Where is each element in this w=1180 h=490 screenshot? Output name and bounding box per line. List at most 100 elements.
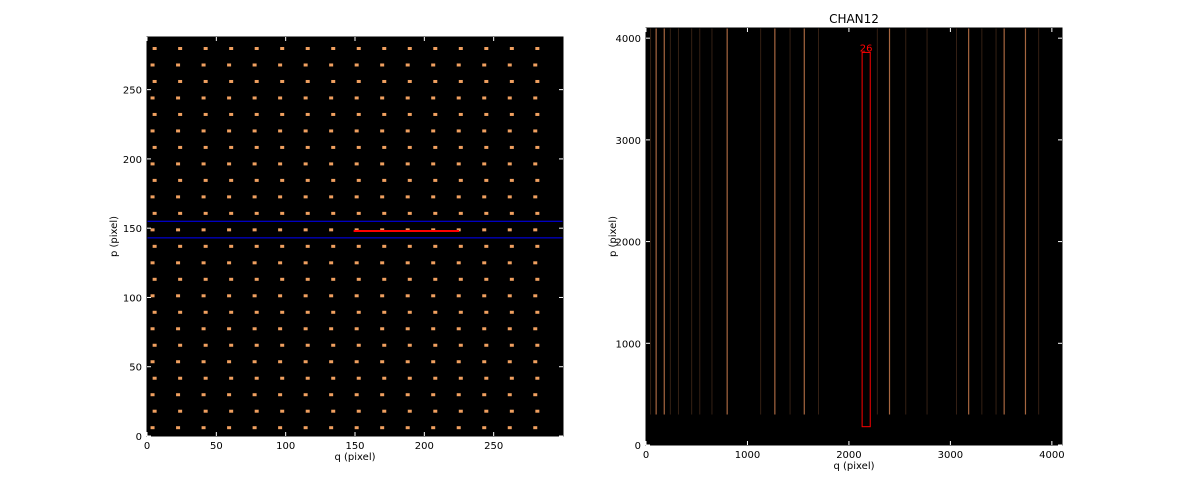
spot [484,376,489,380]
spot [535,211,540,215]
spot [227,195,232,199]
spot [176,327,181,331]
spot [329,195,334,199]
spot [229,46,234,50]
spot [484,79,489,83]
spot [407,343,412,347]
spot [482,195,487,199]
spot [152,46,157,50]
spot [227,360,232,364]
spot [280,112,285,116]
spot [280,343,285,347]
spot [252,294,257,298]
spot [254,46,259,50]
spot [380,195,385,199]
spot [507,327,512,331]
spot [533,426,538,430]
spot [227,327,232,331]
y-tick-label: 200 [123,155,142,166]
spot [433,46,438,50]
spot [280,376,285,380]
spot [252,393,257,397]
spot [329,294,334,298]
spot [535,112,540,116]
spot [382,343,387,347]
spot [458,112,463,116]
x-tick-label: 0 [643,450,649,461]
spot [456,129,461,133]
spot [431,228,436,232]
spot [509,112,514,116]
spot-group [150,46,540,430]
spot [203,310,208,314]
spot [152,376,157,380]
spot [227,294,232,298]
spot [176,162,181,166]
spot [380,393,385,397]
spot [303,294,308,298]
spot [533,129,538,133]
spot [482,162,487,166]
spot [509,343,514,347]
spot [407,145,412,149]
spot [303,63,308,67]
spot [150,294,155,298]
spot [458,376,463,380]
spot [176,129,181,133]
spot [178,112,183,116]
spot [329,426,334,430]
spot [150,162,155,166]
spot [380,228,385,232]
spot [407,211,412,215]
spot [176,294,181,298]
spot [380,360,385,364]
spot [305,178,310,182]
spot [433,112,438,116]
spot [458,277,463,281]
spot [405,393,410,397]
spot [507,360,512,364]
spot [458,46,463,50]
x-tick-label: 0 [144,441,150,452]
spot [509,409,514,413]
spot [252,63,257,67]
spot [380,129,385,133]
spot [482,360,487,364]
spot [176,228,181,232]
y-tick-label: 2000 [616,238,641,249]
spot [382,376,387,380]
y-tick-label: 250 [123,86,142,97]
spot [356,343,361,347]
spot [278,327,283,331]
spot [229,79,234,83]
spot [507,426,512,430]
spot [535,178,540,182]
spot [380,162,385,166]
spot [331,79,336,83]
spot [533,261,538,265]
spot [507,129,512,133]
spot [431,63,436,67]
spot [433,211,438,215]
spot [405,426,410,430]
spot [176,261,181,265]
spot [356,211,361,215]
y-axis-label: p (pixel) [109,216,120,257]
spot [482,327,487,331]
spot [535,277,540,281]
spot [252,195,257,199]
spot [405,360,410,364]
spot [329,96,334,100]
spot [176,360,181,364]
spot [535,409,540,413]
spot [178,46,183,50]
spot [201,360,206,364]
spot [203,211,208,215]
spot [407,277,412,281]
spot [356,376,361,380]
spot [303,393,308,397]
spot [433,178,438,182]
spot [305,343,310,347]
spot [431,426,436,430]
